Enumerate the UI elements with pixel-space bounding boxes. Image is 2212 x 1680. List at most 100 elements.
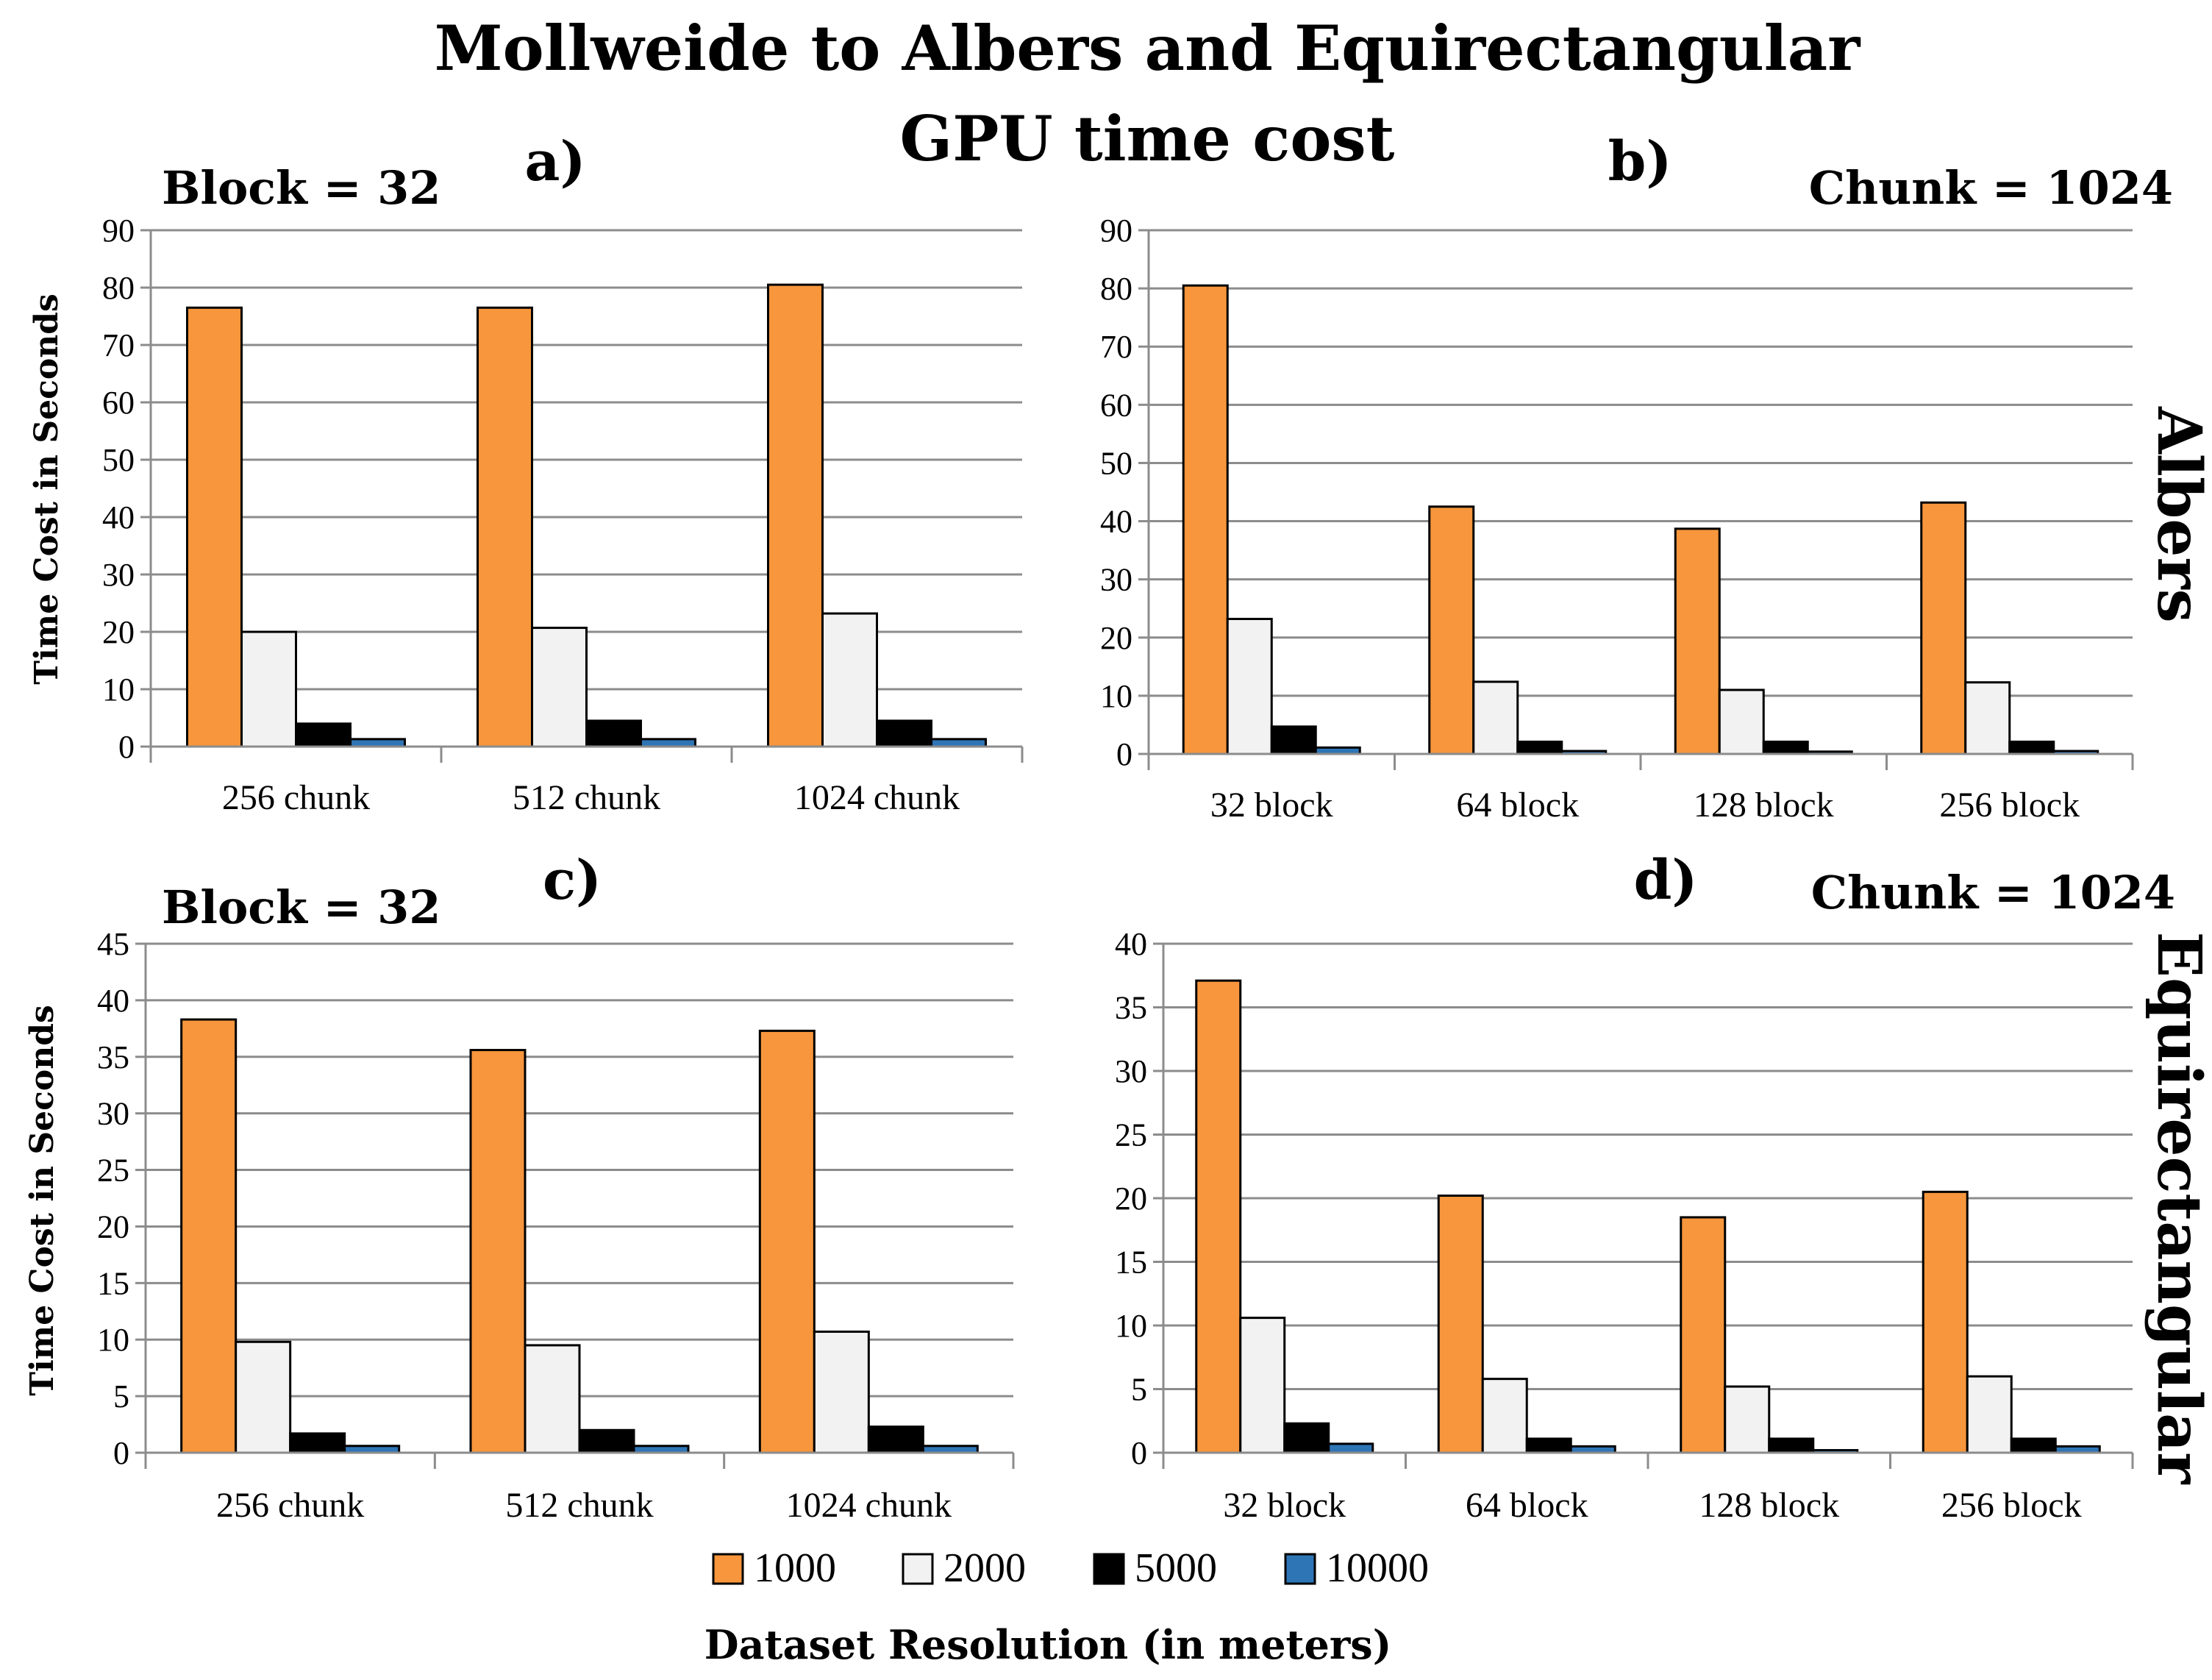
- panel-a-category-label: 1024 chunk: [794, 778, 960, 817]
- panel-b-bar-1000-128-block: [1674, 527, 1721, 755]
- panel-d-category-label: 128 block: [1699, 1486, 1839, 1525]
- panel-a-ytick-label: 0: [118, 729, 135, 765]
- legend-swatch-1000: [712, 1553, 744, 1585]
- panel-b-ytick-label: 50: [1100, 445, 1132, 481]
- panel-b-ytick-label: 30: [1100, 562, 1132, 598]
- panel-b-category-label: 128 block: [1694, 786, 1834, 825]
- panel-d-ytick-label: 15: [1115, 1245, 1147, 1281]
- panel-d-bar-1000-64-block: [1437, 1195, 1484, 1454]
- x-axis-title: Dataset Resolution (in meters): [704, 1621, 1392, 1668]
- panel-a: a) Block = 32 Time Cost in Seconds 0 10 20…: [28, 130, 1024, 817]
- panel-c-category-label: 256 chunk: [216, 1486, 364, 1525]
- panel-b-ytick-label: 10: [1100, 678, 1132, 714]
- panel-b-label: b): [1608, 130, 1672, 193]
- panel-d-ytick-label: 20: [1115, 1181, 1147, 1217]
- panel-d-ytick-label: 25: [1115, 1117, 1147, 1153]
- panel-c-bar-1000-1024-chunk: [758, 1029, 816, 1454]
- panel-b-info: Chunk = 1024: [1809, 161, 2173, 215]
- panel-d-bar-2000-64-block: [1481, 1378, 1528, 1454]
- panel-a-bar-1000-512-chunk: [477, 306, 533, 748]
- panel-a-ytick-label: 80: [102, 270, 135, 306]
- panel-b-bar-2000-256-block: [1964, 681, 2011, 755]
- panel-d-category-label: 64 block: [1466, 1486, 1588, 1525]
- panel-a-ytick-label: 90: [102, 213, 135, 249]
- panel-b-ytick-label: 60: [1100, 387, 1132, 423]
- panel-a-bar-5000-1024-chunk: [876, 719, 932, 748]
- panel-c-ytick-label: 45: [97, 926, 129, 962]
- panel-c-ytick-label: 25: [97, 1153, 129, 1189]
- panel-d-ytick-label: 30: [1115, 1053, 1147, 1089]
- panel-d-label: d): [1634, 849, 1698, 912]
- panel-a-ytick-label: 60: [102, 385, 135, 421]
- legend-swatch-10000: [1284, 1553, 1316, 1585]
- panel-a-category-label: 512 chunk: [513, 778, 660, 817]
- panel-d-info: Chunk = 1024: [1811, 866, 2175, 919]
- panel-d-ytick-label: 35: [1115, 990, 1147, 1026]
- panel-c-bar-2000-512-chunk: [524, 1344, 581, 1454]
- panel-b-ytick-label: 0: [1116, 736, 1132, 772]
- panel-c-ytick-label: 10: [97, 1322, 129, 1358]
- panel-b-bar-2000-64-block: [1472, 680, 1519, 755]
- figure-title-line2: GPU time cost: [900, 102, 1395, 175]
- panel-b-bar-1000-256-block: [1920, 501, 1967, 755]
- panel-c-ytick-label: 5: [113, 1378, 129, 1414]
- panel-c-bar-2000-256-chunk: [235, 1340, 292, 1454]
- figure-title-line1: Mollweide to Albers and Equirectangular: [435, 12, 1862, 85]
- panel-a-bar-10000-512-chunk: [640, 738, 696, 748]
- panel-c-bar-5000-1024-chunk: [867, 1425, 924, 1454]
- panel-d-bar-5000-128-block: [1768, 1437, 1815, 1454]
- panel-d-bar-10000-32-block: [1327, 1442, 1374, 1454]
- panel-a-ytick-label: 20: [102, 614, 135, 650]
- panel-c-ytick-label: 15: [97, 1265, 129, 1301]
- panel-a-label: a): [525, 130, 586, 193]
- panel-c-ytick-label: 30: [97, 1096, 129, 1132]
- panel-d: d) Chunk = 1024 0 5 10 15 20 25 30 35 40 32 block…: [1115, 849, 2175, 1525]
- panel-d-ytick-label: 5: [1131, 1372, 1147, 1408]
- panel-a-ytick-label: 70: [102, 327, 135, 363]
- panel-a-info: Block = 32: [162, 161, 440, 215]
- legend-swatch-2000: [902, 1553, 934, 1585]
- panel-a-bar-5000-512-chunk: [585, 719, 642, 748]
- panel-a-bar-5000-256-chunk: [295, 722, 352, 748]
- panel-a-bar-2000-1024-chunk: [821, 612, 878, 748]
- row-label-albers: Albers: [2144, 406, 2212, 623]
- panel-b-bar-5000-32-block: [1270, 725, 1317, 755]
- panel-b-bar-5000-128-block: [1762, 740, 1809, 755]
- panel-d-category-label: 32 block: [1223, 1486, 1346, 1525]
- panel-b-category-label: 64 block: [1456, 786, 1579, 825]
- panel-d-bar-2000-32-block: [1239, 1317, 1286, 1454]
- panel-c-ytick-label: 0: [113, 1435, 129, 1471]
- panel-b-bar-5000-64-block: [1516, 740, 1563, 755]
- legend-swatch-5000: [1093, 1553, 1125, 1585]
- panel-a-bar-2000-256-chunk: [240, 630, 297, 748]
- panel-d-ytick-label: 40: [1115, 926, 1147, 962]
- panel-a-ytick-label: 50: [102, 442, 135, 478]
- legend-label-5000: 5000: [1135, 1545, 1217, 1591]
- panel-d-bar-5000-256-block: [2010, 1437, 2057, 1454]
- panel-c-bar-1000-256-chunk: [180, 1018, 238, 1454]
- panel-d-bar-1000-128-block: [1680, 1216, 1727, 1454]
- panel-c-ytick-label: 35: [97, 1039, 129, 1075]
- panel-a-category-label: 256 chunk: [222, 778, 370, 817]
- panel-d-bar-2000-128-block: [1724, 1385, 1771, 1454]
- panel-b-ytick-label: 90: [1100, 213, 1132, 249]
- panel-a-bar-10000-256-chunk: [349, 738, 406, 748]
- panel-b-bar-5000-256-block: [2008, 740, 2055, 755]
- panel-c-ylabel: Time Cost in Seconds: [24, 1005, 61, 1396]
- panel-b-ytick-label: 70: [1100, 329, 1132, 365]
- panel-c-info: Block = 32: [162, 880, 440, 934]
- panel-a-bar-10000-1024-chunk: [930, 738, 987, 748]
- legend-label-2000: 2000: [943, 1545, 1026, 1591]
- panel-b-ytick-label: 40: [1100, 504, 1132, 540]
- panel-d-ytick-label: 10: [1115, 1308, 1147, 1344]
- panel-c-bar-1000-512-chunk: [469, 1049, 527, 1454]
- panel-b-ytick-label: 20: [1100, 620, 1132, 656]
- panel-d-bar-5000-32-block: [1283, 1422, 1330, 1454]
- panel-a-ytick-label: 30: [102, 557, 135, 593]
- panel-c-label: c): [543, 849, 602, 912]
- legend-label-10000: 10000: [1326, 1545, 1429, 1591]
- panel-d-bar-1000-32-block: [1195, 979, 1242, 1454]
- panel-b-bar-1000-32-block: [1182, 284, 1229, 755]
- panel-d-ytick-label: 0: [1131, 1435, 1147, 1471]
